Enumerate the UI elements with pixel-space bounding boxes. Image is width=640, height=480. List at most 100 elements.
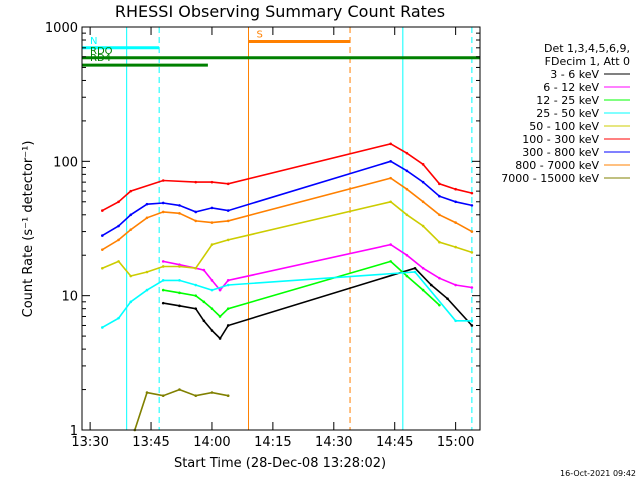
series-0-point-4	[210, 329, 214, 332]
series-3-point-5	[178, 279, 181, 282]
series-5-point-1	[117, 200, 120, 204]
chart-title: RHESSI Observing Summary Count Rates	[115, 2, 445, 21]
series-7-point-13	[454, 221, 457, 224]
series-8-point-3	[178, 388, 181, 391]
x-tick-label-4: 14:30	[315, 435, 352, 450]
series-6-point-3	[145, 202, 149, 206]
series-0-point-6	[226, 324, 230, 327]
annotation-label-0: N	[90, 36, 97, 47]
series-3-point-1	[117, 316, 120, 320]
annotation-label-2: RDO	[90, 46, 113, 57]
series-1-point-3	[202, 268, 206, 272]
series-2-point-2	[194, 294, 198, 297]
annotation-label-1: S	[257, 29, 263, 40]
series-1-point-9	[421, 266, 425, 270]
timestamp-stamp: 16-Oct-2021 09:42	[560, 469, 636, 478]
series-6-point-11	[421, 180, 425, 184]
series-7-point-8	[226, 219, 230, 223]
series-6-point-4	[161, 201, 165, 205]
series-1-point-0	[161, 260, 165, 263]
legend-entry-3: 25 - 50 keV	[536, 107, 599, 120]
series-4-point-0	[101, 266, 104, 270]
series-6-point-9	[389, 160, 392, 163]
annotation-label-3: RD4	[90, 53, 111, 64]
series-3-point-2	[129, 300, 133, 304]
series-line-3	[101, 271, 472, 329]
series-3-point-6	[194, 283, 198, 287]
series-0-point-8	[429, 283, 433, 287]
series-4-point-1	[117, 260, 120, 263]
x-tick-label-3: 14:15	[254, 435, 291, 450]
series-0-point-3	[202, 319, 206, 323]
series-8-point-2	[161, 394, 165, 398]
series-2-point-8	[405, 274, 409, 278]
series-4-point-11	[421, 224, 425, 228]
series-1-point-4	[210, 279, 214, 282]
legend-entry-4: 50 - 100 keV	[529, 120, 599, 133]
legend-header-line-1: Det 1,3,4,5,6,9,	[544, 42, 630, 55]
series-5-point-11	[454, 187, 457, 191]
legend-entry-2: 12 - 25 keV	[536, 94, 599, 107]
series-1-point-7	[389, 243, 392, 246]
series-4-point-12	[438, 240, 441, 244]
series-6-point-2	[129, 213, 133, 217]
series-3-point-8	[226, 283, 230, 287]
series-5-point-2	[129, 189, 133, 193]
series-0-point-9	[446, 297, 449, 300]
plot-frame	[81, 26, 481, 431]
series-4-point-4	[161, 265, 165, 268]
series-3-point-3	[145, 288, 149, 292]
series-2-point-6	[226, 307, 230, 310]
series-5-point-10	[438, 182, 441, 186]
x-tick-label-2: 14:00	[193, 435, 230, 450]
legend-entry-5: 100 - 300 keV	[522, 133, 599, 146]
series-4-point-8	[226, 238, 230, 242]
series-8-point-6	[226, 394, 230, 398]
series-0-point-7	[413, 266, 417, 270]
series-7-point-1	[117, 238, 120, 242]
series-7-point-9	[389, 176, 392, 180]
series-6-point-5	[178, 204, 181, 207]
series-4-point-7	[210, 243, 214, 246]
legend-entry-7: 800 - 7000 keV	[515, 159, 599, 172]
series-3-point-4	[161, 279, 165, 282]
legend-entry-1: 6 - 12 keV	[543, 81, 599, 94]
series-5-point-3	[161, 179, 165, 182]
series-6-point-6	[194, 210, 198, 214]
series-4-point-10	[405, 213, 409, 217]
x-tick-label-6: 15:00	[437, 435, 474, 450]
series-7-point-3	[145, 216, 149, 220]
series-7-point-14	[470, 230, 474, 233]
x-tick-label-0: 13:30	[71, 435, 108, 450]
legend-entry-0: 3 - 6 keV	[550, 68, 599, 81]
series-8-point-1	[145, 391, 149, 394]
series-1-point-12	[470, 286, 474, 289]
series-2-point-5	[218, 315, 222, 318]
y-tick-label-3: 1000	[45, 21, 78, 36]
series-7-point-4	[161, 210, 165, 214]
series-4-point-14	[470, 251, 474, 254]
series-4-point-2	[129, 274, 133, 278]
series-1-point-8	[405, 253, 409, 257]
series-5-point-9	[421, 163, 425, 166]
series-7-point-0	[101, 248, 104, 251]
series-6-point-7	[210, 206, 214, 210]
series-7-point-5	[178, 212, 181, 215]
series-2-point-1	[178, 291, 181, 295]
series-5-point-7	[389, 142, 392, 146]
series-5-point-4	[194, 180, 198, 184]
series-5-point-8	[405, 151, 409, 155]
series-2-point-0	[161, 288, 165, 292]
series-2-point-10	[438, 303, 441, 307]
series-7-point-2	[129, 228, 133, 231]
series-5-point-5	[210, 180, 214, 184]
series-7-point-12	[438, 213, 441, 217]
series-2-point-4	[210, 307, 214, 310]
y-tick-label-0: 1	[70, 424, 78, 439]
series-7-point-7	[210, 221, 214, 224]
series-3-point-7	[210, 288, 214, 292]
series-4-point-5	[178, 265, 181, 268]
legend: Det 1,3,4,5,6,9, FDecim 1, Att 0 3 - 6 k…	[501, 42, 630, 185]
series-6-point-0	[101, 234, 104, 237]
